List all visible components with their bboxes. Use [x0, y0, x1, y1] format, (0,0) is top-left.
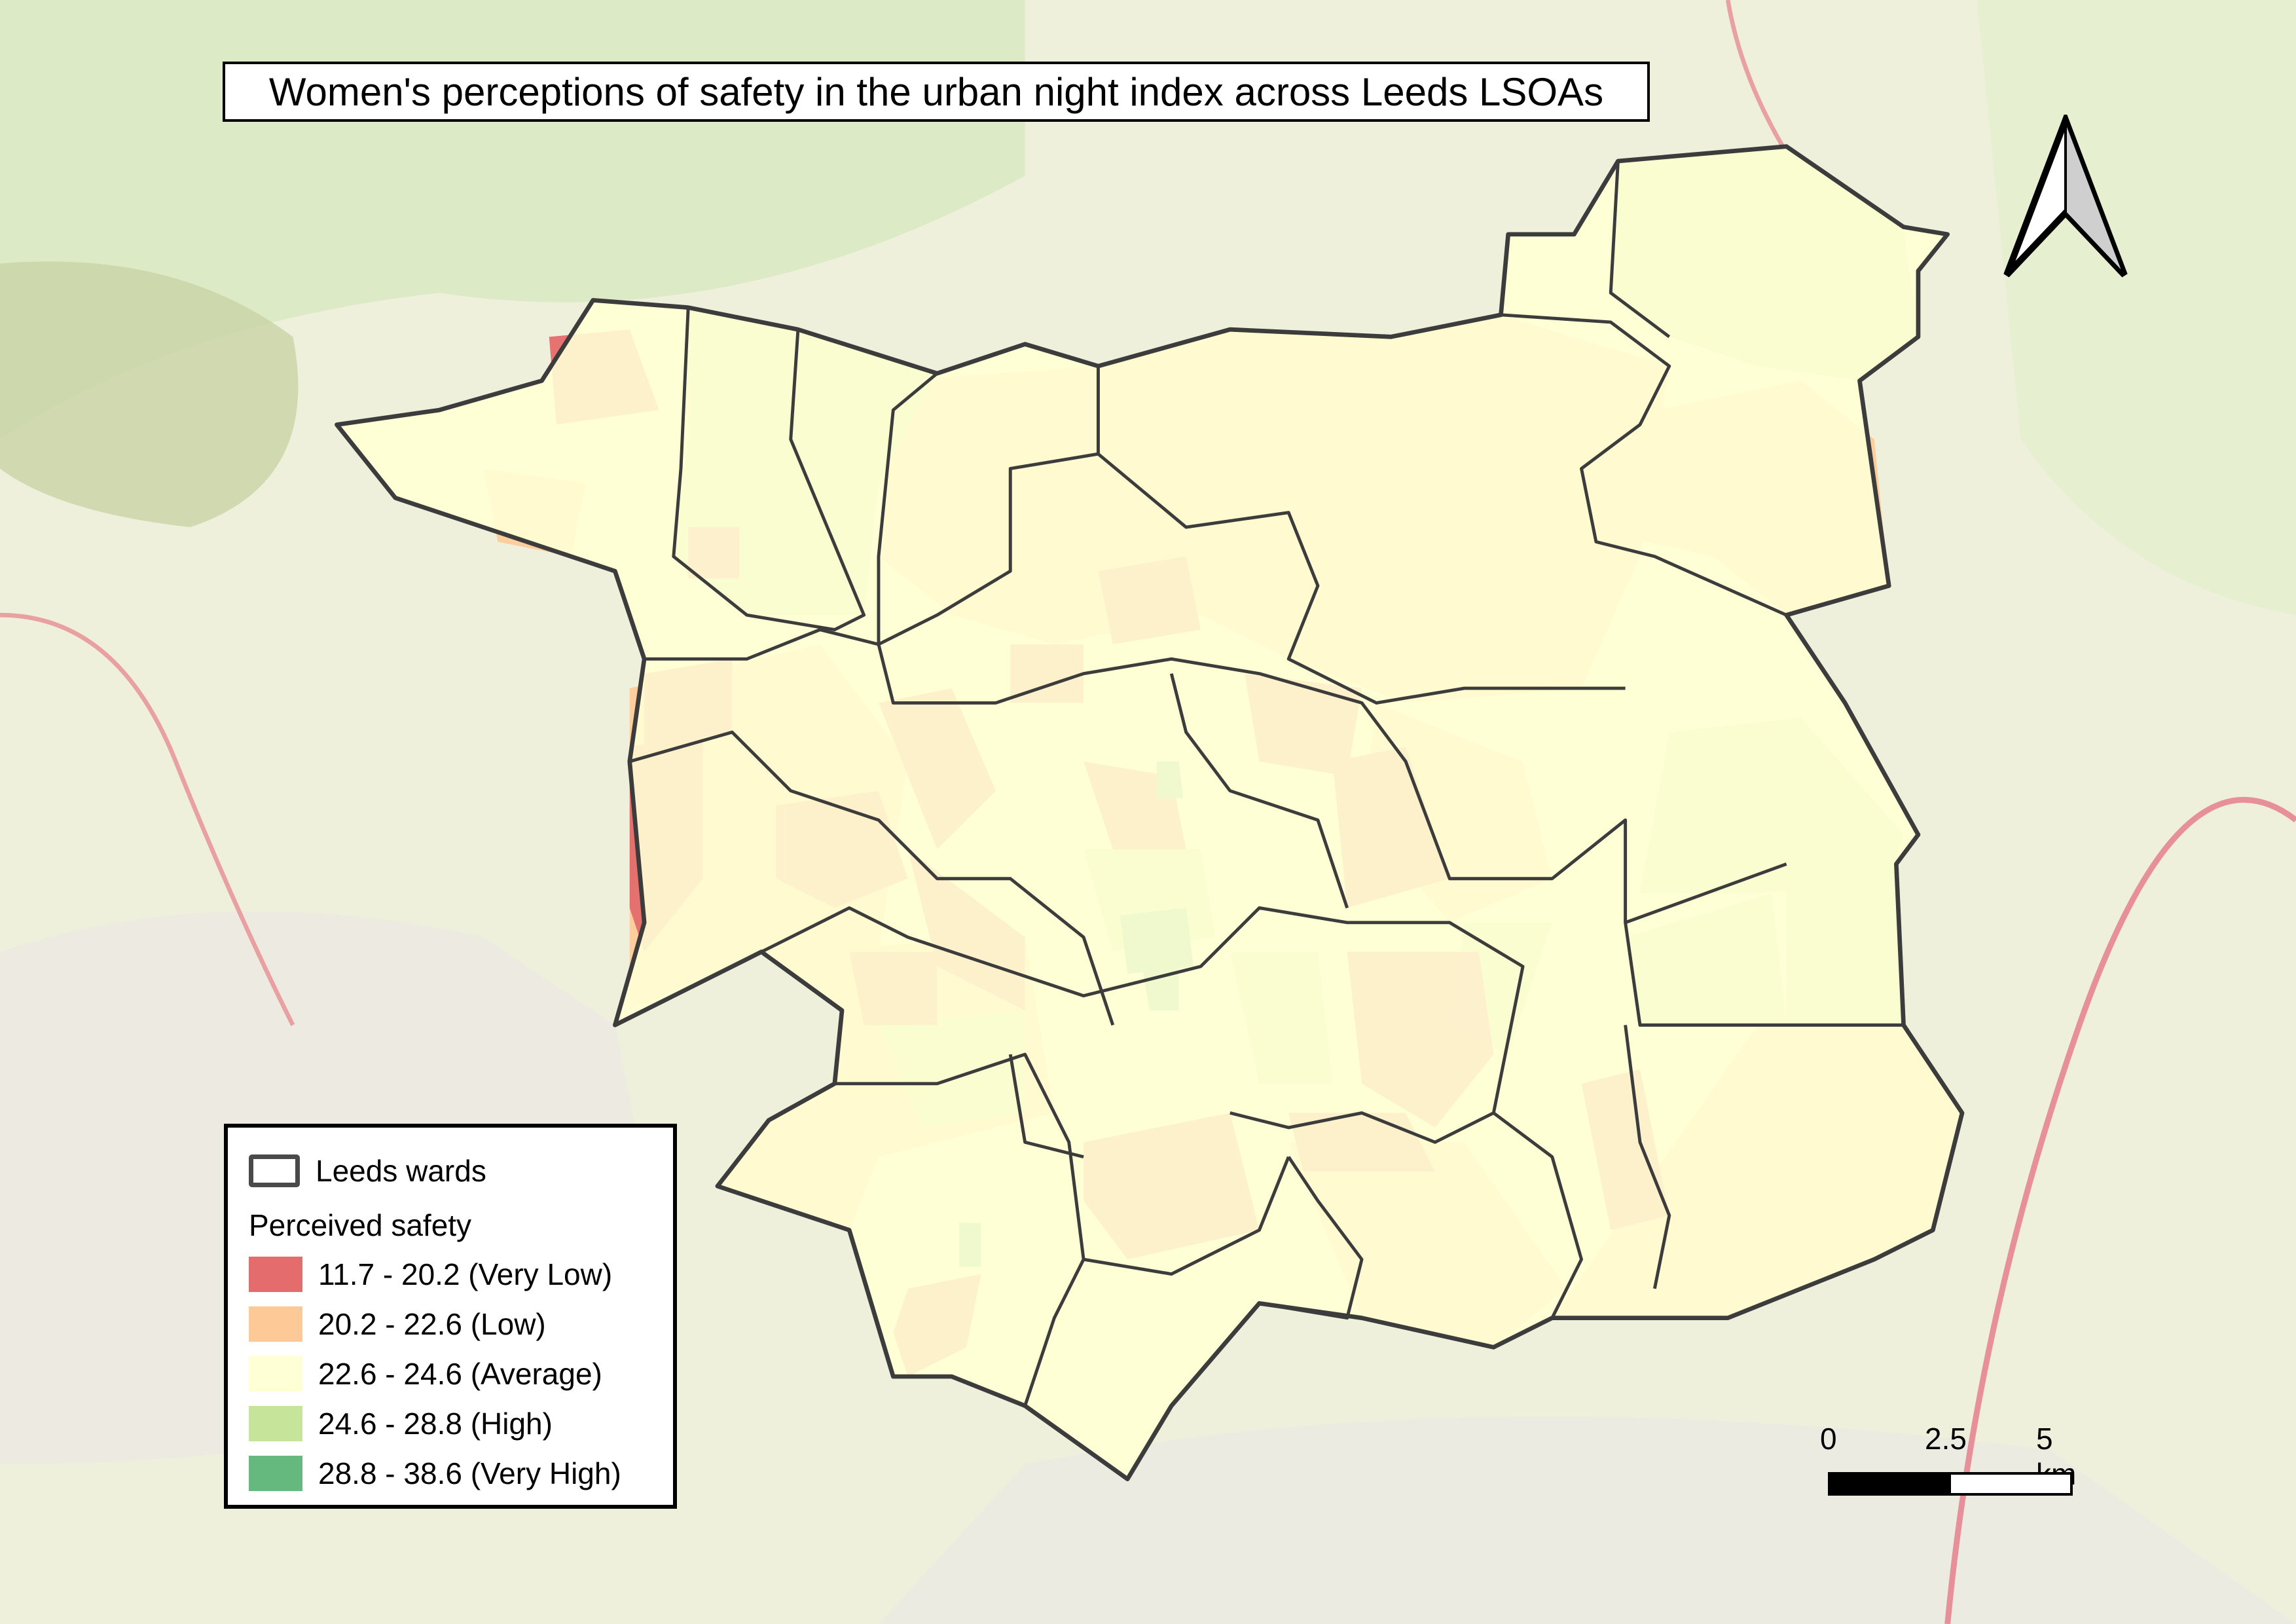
legend-label: 28.8 - 38.6 (Very High)	[318, 1456, 621, 1490]
ward-outline-swatch	[249, 1154, 300, 1187]
legend-label: 22.6 - 24.6 (Average)	[318, 1357, 602, 1391]
scale-label-0: 0	[1820, 1422, 1837, 1456]
north-arrow-icon	[2003, 115, 2128, 278]
legend-item-average: 22.6 - 24.6 (Average)	[249, 1349, 652, 1399]
scale-bar: 0 2.5 5 km	[1820, 1421, 2095, 1500]
legend-label: 20.2 - 22.6 (Low)	[318, 1307, 546, 1341]
legend-swatch	[249, 1456, 302, 1491]
legend-swatch	[249, 1406, 302, 1441]
legend-item-high: 24.6 - 28.8 (High)	[249, 1399, 652, 1449]
map-title: Women's perceptions of safety in the urb…	[223, 62, 1650, 122]
legend-label: 11.7 - 20.2 (Very Low)	[318, 1257, 613, 1291]
legend-swatch	[249, 1306, 302, 1342]
scale-segment-white	[1948, 1472, 2073, 1496]
legend-label: Leeds wards	[316, 1154, 486, 1188]
legend-label: 24.6 - 28.8 (High)	[318, 1407, 553, 1441]
ward-boundaries	[337, 147, 1962, 1479]
legend-item-wards: Leeds wards	[249, 1146, 652, 1196]
map-legend: Leeds wards Perceived safety 11.7 - 20.2…	[224, 1124, 677, 1509]
legend-item-very-high: 28.8 - 38.6 (Very High)	[249, 1449, 652, 1498]
legend-item-very-low: 11.7 - 20.2 (Very Low)	[249, 1249, 652, 1299]
legend-item-low: 20.2 - 22.6 (Low)	[249, 1299, 652, 1349]
legend-heading: Perceived safety	[249, 1208, 472, 1242]
legend-swatch	[249, 1356, 302, 1392]
scale-segment-black	[1828, 1472, 1950, 1496]
leeds-lsoa-choropleth	[337, 147, 1962, 1479]
legend-swatch	[249, 1257, 302, 1292]
scale-label-mid: 2.5	[1925, 1422, 1967, 1456]
